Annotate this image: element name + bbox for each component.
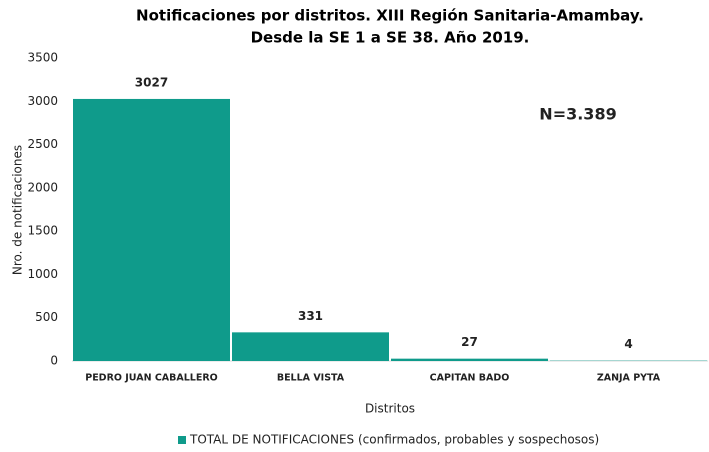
y-tick-label: 0 xyxy=(50,354,58,368)
y-tick-label: 2000 xyxy=(27,180,58,194)
annotation: N=3.389 xyxy=(539,105,616,124)
legend-swatch xyxy=(178,436,186,444)
y-axis-label: Nro. de notificaciones xyxy=(11,145,25,275)
x-tick-label: PEDRO JUAN CABALLERO xyxy=(85,373,218,384)
y-tick-label: 2500 xyxy=(27,137,58,151)
x-tick-label: BELLA VISTA xyxy=(277,373,345,384)
y-tick-label: 1000 xyxy=(27,267,58,281)
y-tick-label: 1500 xyxy=(27,224,58,238)
x-axis-label: Distritos xyxy=(365,402,415,416)
data-label: 27 xyxy=(461,335,478,349)
chart-title: Desde la SE 1 a SE 38. Año 2019. xyxy=(251,29,530,47)
y-tick-label: 3500 xyxy=(27,51,58,65)
y-tick-label: 3000 xyxy=(27,94,58,108)
data-label: 3027 xyxy=(135,75,168,89)
x-tick-label: ZANJA PYTA xyxy=(597,373,661,384)
data-label: 331 xyxy=(298,309,323,323)
data-label: 4 xyxy=(624,337,632,351)
bar xyxy=(232,332,389,361)
x-tick-label: CAPITAN BADO xyxy=(430,373,510,384)
y-tick-label: 500 xyxy=(35,310,58,324)
legend-label: TOTAL DE NOTIFICACIONES (confirmados, pr… xyxy=(189,433,599,447)
bar xyxy=(391,358,548,361)
bar xyxy=(73,98,230,361)
chart-title: Notificaciones por distritos. XIII Regió… xyxy=(136,7,644,25)
